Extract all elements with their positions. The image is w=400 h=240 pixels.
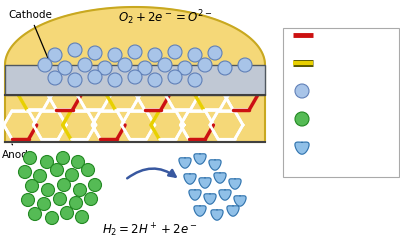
Circle shape	[58, 179, 70, 192]
Polygon shape	[209, 160, 221, 170]
Text: O$_2$: O$_2$	[318, 84, 332, 98]
Circle shape	[66, 168, 78, 181]
Polygon shape	[63, 111, 96, 139]
Circle shape	[38, 198, 50, 210]
Text: $\mathit{O_2 + 2e^- = O^{2-}}$: $\mathit{O_2 + 2e^- = O^{2-}}$	[118, 9, 212, 27]
Circle shape	[108, 48, 122, 62]
Polygon shape	[5, 7, 265, 142]
Circle shape	[40, 156, 54, 168]
Circle shape	[38, 58, 52, 72]
Polygon shape	[204, 194, 216, 204]
Circle shape	[82, 163, 94, 176]
Circle shape	[295, 84, 309, 98]
Polygon shape	[211, 210, 223, 220]
Polygon shape	[210, 111, 243, 139]
Circle shape	[158, 58, 172, 72]
Circle shape	[238, 58, 252, 72]
Polygon shape	[151, 111, 184, 139]
Circle shape	[50, 163, 64, 176]
Circle shape	[56, 151, 70, 164]
Polygon shape	[180, 111, 214, 139]
Polygon shape	[194, 154, 206, 164]
Circle shape	[218, 61, 232, 75]
Text: $\mathit{H_2 = 2H^+ + 2e^-}$: $\mathit{H_2 = 2H^+ + 2e^-}$	[102, 221, 198, 239]
Circle shape	[18, 166, 32, 179]
Circle shape	[168, 45, 182, 59]
Circle shape	[128, 45, 142, 59]
Polygon shape	[219, 190, 231, 200]
Circle shape	[88, 46, 102, 60]
Polygon shape	[184, 174, 196, 184]
Circle shape	[148, 73, 162, 87]
Circle shape	[98, 61, 112, 75]
Polygon shape	[179, 158, 191, 168]
Polygon shape	[295, 142, 309, 154]
Text: Fe$_2$O$_3$: Fe$_2$O$_3$	[318, 28, 350, 42]
Circle shape	[68, 43, 82, 57]
Circle shape	[148, 48, 162, 62]
Polygon shape	[194, 206, 206, 216]
Polygon shape	[189, 190, 201, 200]
Circle shape	[48, 48, 62, 62]
Polygon shape	[48, 81, 81, 109]
Circle shape	[88, 179, 102, 192]
FancyArrowPatch shape	[127, 168, 176, 178]
Bar	[5, 65, 265, 95]
Circle shape	[54, 192, 66, 205]
Polygon shape	[195, 81, 228, 109]
Circle shape	[138, 61, 152, 75]
Circle shape	[188, 73, 202, 87]
Circle shape	[208, 46, 222, 60]
Text: Cathode: Cathode	[8, 10, 52, 60]
Circle shape	[60, 206, 74, 220]
Circle shape	[188, 48, 202, 62]
Circle shape	[22, 193, 34, 206]
Circle shape	[108, 73, 122, 87]
Circle shape	[72, 156, 84, 168]
Text: H$_2$O: H$_2$O	[318, 140, 340, 154]
Polygon shape	[214, 173, 226, 183]
Circle shape	[76, 210, 88, 223]
Circle shape	[88, 70, 102, 84]
Polygon shape	[4, 111, 37, 139]
Circle shape	[58, 61, 72, 75]
Circle shape	[42, 184, 54, 197]
Circle shape	[295, 112, 309, 126]
Circle shape	[24, 151, 36, 164]
Circle shape	[28, 208, 42, 221]
Polygon shape	[92, 111, 125, 139]
Circle shape	[168, 70, 182, 84]
Circle shape	[68, 73, 82, 87]
Circle shape	[84, 192, 98, 205]
Text: MgO: MgO	[318, 58, 342, 68]
Circle shape	[198, 58, 212, 72]
Polygon shape	[166, 81, 199, 109]
Circle shape	[74, 184, 86, 197]
Polygon shape	[229, 179, 241, 189]
Polygon shape	[225, 81, 258, 109]
FancyBboxPatch shape	[283, 28, 399, 177]
Circle shape	[178, 61, 192, 75]
Circle shape	[78, 58, 92, 72]
Polygon shape	[234, 196, 246, 206]
Circle shape	[34, 169, 46, 182]
Circle shape	[48, 71, 62, 85]
Circle shape	[46, 211, 58, 224]
Polygon shape	[122, 111, 154, 139]
Text: H$_2$: H$_2$	[318, 112, 332, 126]
Polygon shape	[199, 178, 211, 188]
Polygon shape	[227, 206, 239, 216]
Circle shape	[128, 70, 142, 84]
Polygon shape	[33, 111, 66, 139]
Polygon shape	[136, 81, 169, 109]
Circle shape	[118, 58, 132, 72]
Circle shape	[70, 197, 82, 210]
Circle shape	[26, 180, 38, 192]
Polygon shape	[107, 81, 140, 109]
Text: Anode: Anode	[2, 144, 35, 160]
Polygon shape	[78, 81, 110, 109]
Polygon shape	[18, 81, 52, 109]
